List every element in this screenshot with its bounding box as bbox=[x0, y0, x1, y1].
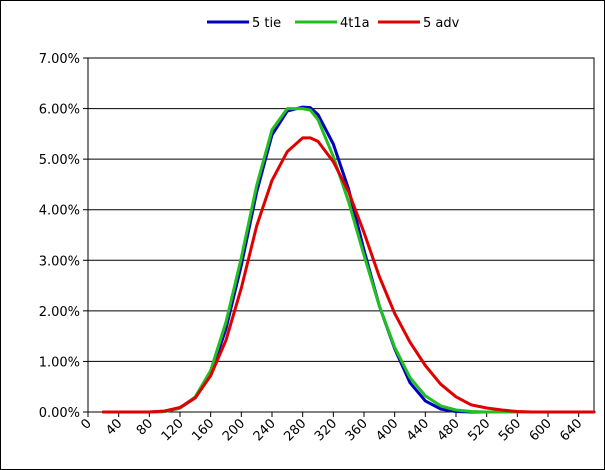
x-tick-label: 520 bbox=[465, 416, 493, 444]
x-tick-label: 360 bbox=[343, 416, 371, 444]
plot-area bbox=[87, 57, 595, 413]
y-tick-label: 7.00% bbox=[39, 52, 80, 67]
y-tick-label: 1.00% bbox=[39, 355, 80, 370]
legend-label: 5 adv bbox=[423, 16, 460, 31]
y-tick-label: 0.00% bbox=[39, 406, 80, 421]
x-tick-label: 280 bbox=[281, 416, 309, 444]
x-axis-tick-labels: 0 40 80 120 160 200 240 280 320 360 400 440 480 520 56… bbox=[78, 416, 585, 444]
x-tick-label: 160 bbox=[189, 416, 217, 444]
y-axis-tick-labels: 0.00% 1.00% 2.00% 3.00% 4.00% 5.00% 6.00% 7.00% bbox=[39, 52, 80, 421]
x-tick-label: 480 bbox=[435, 416, 463, 444]
x-tick-label: 40 bbox=[103, 416, 125, 438]
legend: 5 tie 4t1a 5 adv bbox=[207, 16, 460, 31]
x-tick-label: 600 bbox=[527, 416, 555, 444]
legend-label: 4t1a bbox=[340, 16, 370, 31]
x-tick-label: 200 bbox=[220, 416, 248, 444]
x-tick-label: 80 bbox=[134, 416, 156, 438]
y-tick-label: 4.00% bbox=[39, 204, 80, 219]
x-tick-label: 560 bbox=[496, 416, 524, 444]
series-line-0 bbox=[101, 105, 596, 414]
x-tick-label: 0 bbox=[78, 416, 94, 432]
y-tick-label: 6.00% bbox=[39, 103, 80, 118]
legend-label: 5 tie bbox=[252, 16, 281, 31]
gridlines bbox=[83, 57, 594, 417]
y-tick-label: 5.00% bbox=[39, 153, 80, 168]
y-tick-label: 3.00% bbox=[39, 254, 80, 269]
x-tick-label: 400 bbox=[373, 416, 401, 444]
series-lines bbox=[101, 105, 596, 414]
x-tick-label: 320 bbox=[312, 416, 340, 444]
x-tick-label: 120 bbox=[159, 416, 187, 444]
series-line-2 bbox=[101, 136, 596, 414]
y-tick-label: 2.00% bbox=[39, 305, 80, 320]
x-tick-label: 640 bbox=[557, 416, 585, 444]
x-tick-label: 440 bbox=[404, 416, 432, 444]
x-tick-label: 240 bbox=[251, 416, 279, 444]
